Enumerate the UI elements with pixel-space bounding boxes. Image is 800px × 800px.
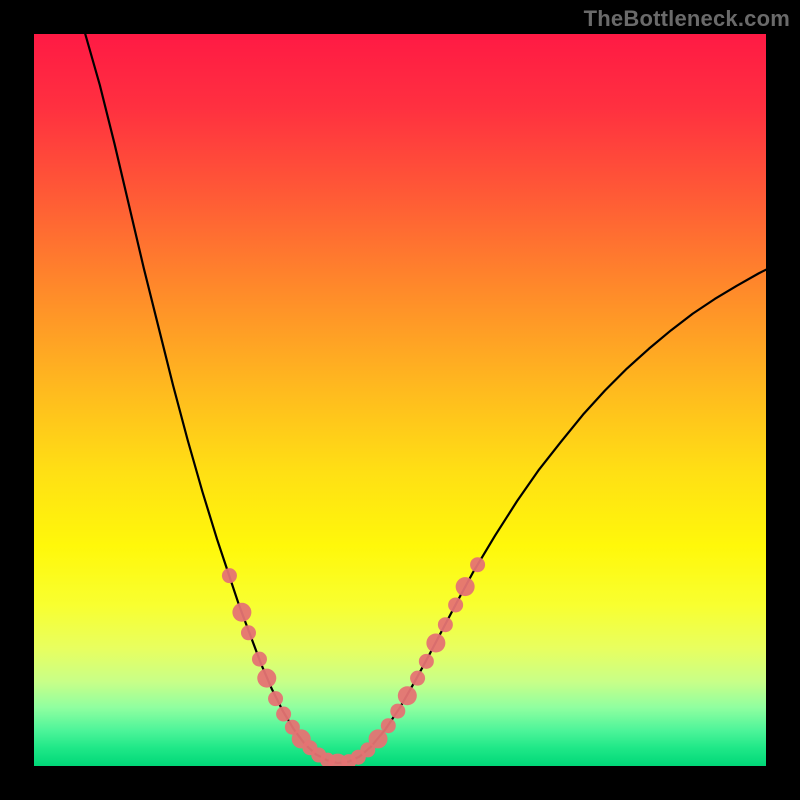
data-marker: [232, 603, 251, 622]
data-marker: [276, 707, 291, 722]
data-marker: [381, 718, 396, 733]
data-marker: [268, 691, 283, 706]
data-marker: [257, 669, 276, 688]
data-marker: [390, 704, 405, 719]
data-marker: [426, 634, 445, 653]
data-marker: [241, 625, 256, 640]
data-marker: [410, 671, 425, 686]
plot-background: [34, 34, 766, 766]
watermark-text: TheBottleneck.com: [584, 6, 790, 32]
data-marker: [398, 686, 417, 705]
data-marker: [419, 654, 434, 669]
data-marker: [470, 557, 485, 572]
data-marker: [456, 577, 475, 596]
data-marker: [252, 652, 267, 667]
data-marker: [222, 568, 237, 583]
data-marker: [438, 617, 453, 632]
data-marker: [448, 597, 463, 612]
chart-container: TheBottleneck.com: [0, 0, 800, 800]
bottleneck-chart: [0, 0, 800, 800]
